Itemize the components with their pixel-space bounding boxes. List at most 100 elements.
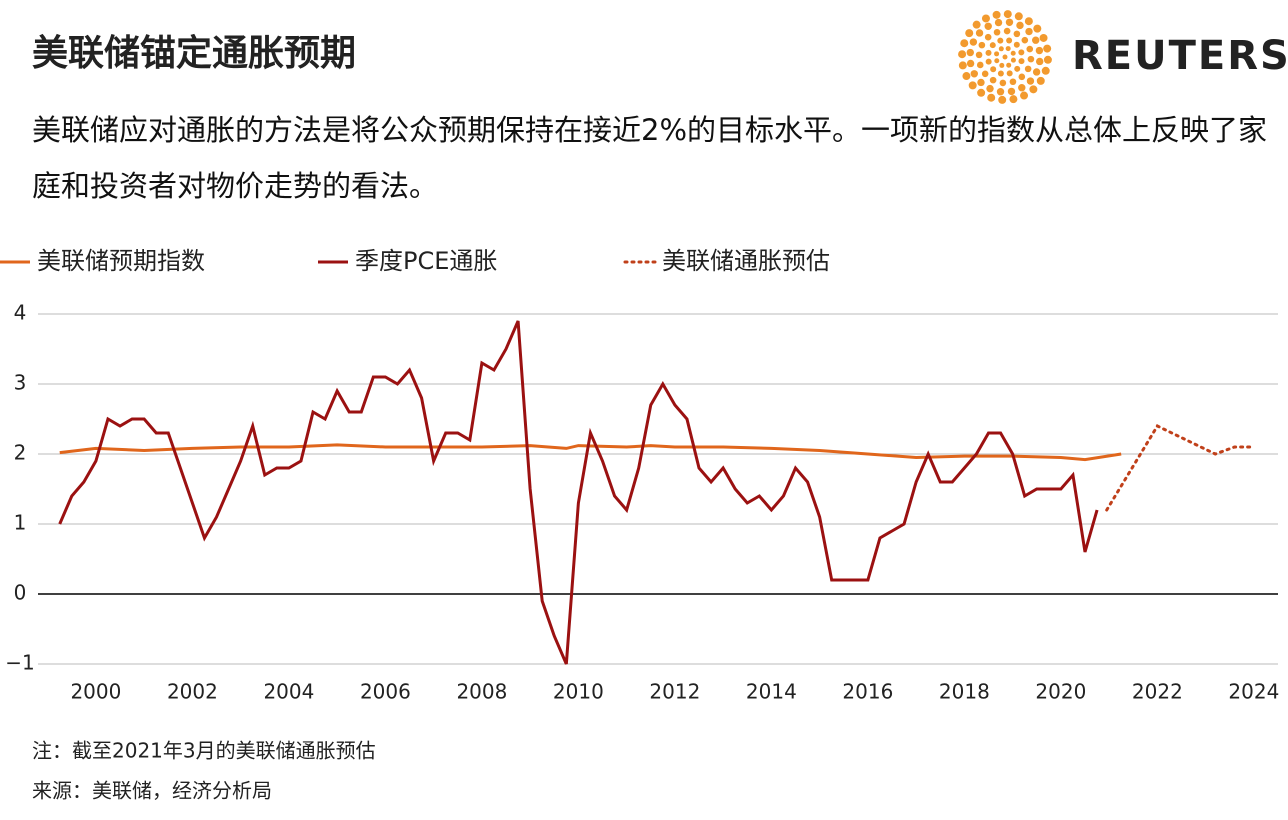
- x-tick-label: 2020: [1035, 680, 1086, 704]
- logo-dot: [975, 29, 984, 37]
- logo-dot: [1032, 36, 1040, 44]
- x-tick-label: 2024: [1228, 680, 1279, 704]
- logo-dot: [965, 29, 974, 38]
- logo-dot: [1006, 37, 1013, 44]
- logo-dot: [1013, 41, 1020, 48]
- logo-dot: [1032, 68, 1041, 76]
- logo-dot: [977, 88, 986, 97]
- logo-dot: [968, 81, 977, 90]
- logo-dot: [987, 93, 996, 102]
- source: 来源：美联储，经济分析局: [32, 779, 272, 803]
- series-line: [59, 443, 1122, 462]
- logo-dot: [1036, 76, 1045, 85]
- logo-dot: [986, 84, 994, 93]
- logo-dot: [1025, 27, 1033, 36]
- logo-dot: [997, 37, 1004, 44]
- logo-dot: [1002, 54, 1008, 60]
- logo-dot: [1026, 45, 1034, 53]
- logo-dot: [984, 22, 992, 30]
- logo-dot: [1033, 24, 1042, 33]
- logo-dot: [981, 14, 990, 23]
- logo-dot: [981, 70, 989, 78]
- logo-dot: [992, 10, 1001, 19]
- x-tick-label: 2022: [1132, 680, 1183, 704]
- logo-dot: [966, 59, 975, 68]
- logo-dot: [977, 78, 985, 87]
- legend-label: 美联储通胀预估: [662, 247, 830, 275]
- logo-dot: [1024, 65, 1032, 73]
- logo-dot: [994, 58, 1000, 64]
- logo-dot: [1003, 27, 1011, 35]
- x-tick-label: 2012: [649, 680, 700, 704]
- logo-dot: [1043, 55, 1052, 64]
- x-tick-label: 2018: [939, 680, 990, 704]
- logo-dot: [966, 48, 974, 57]
- logo-dot: [998, 46, 1004, 52]
- brand: REUTERS: [1072, 33, 1288, 79]
- logo-dot: [1035, 46, 1044, 55]
- series-line: [1105, 424, 1256, 512]
- logo-dot: [985, 49, 992, 56]
- logo-dot: [1016, 21, 1024, 30]
- logo-dot: [972, 20, 981, 29]
- x-tick-label: 2010: [553, 680, 604, 704]
- logo-dot: [1018, 58, 1025, 65]
- logo-dot: [1007, 87, 1016, 96]
- logo-dot: [1018, 84, 1026, 92]
- x-tick-label: 2006: [360, 680, 411, 704]
- logo-dot: [1026, 77, 1035, 85]
- logo-dot: [1018, 49, 1025, 56]
- logo-dot: [1006, 70, 1013, 77]
- x-tick-label: 2002: [167, 680, 218, 704]
- logo-dot: [1006, 62, 1012, 68]
- logo-dot: [996, 88, 1005, 96]
- logo-dot: [1029, 85, 1038, 94]
- logo-dot: [1013, 30, 1021, 38]
- chart-title: 美联储锚定通胀预期: [32, 33, 356, 74]
- x-tick-label: 2014: [746, 680, 797, 704]
- logo-dot: [970, 70, 978, 78]
- y-tick-label: −1: [5, 651, 34, 675]
- logo-dot: [975, 51, 983, 59]
- y-tick-label: 4: [14, 301, 27, 325]
- y-tick-label: 2: [14, 441, 27, 465]
- logo-dot: [989, 42, 996, 49]
- logo-dot: [1009, 95, 1018, 104]
- logo-dot: [1024, 17, 1033, 26]
- logo-dot: [1041, 66, 1050, 75]
- logo-dot: [985, 58, 992, 65]
- logo-dot: [989, 76, 997, 84]
- logo-dot: [997, 70, 1004, 77]
- legend-label: 季度PCE通胀: [355, 247, 497, 275]
- legend-label: 美联储预期指数: [37, 247, 205, 275]
- logo-dot: [978, 41, 986, 49]
- logo-dot: [994, 18, 1003, 27]
- logo-dot: [1021, 36, 1029, 44]
- logo-mark: [958, 10, 1052, 104]
- y-tick-label: 3: [14, 371, 27, 395]
- series-line: [58, 320, 1099, 665]
- logo-dot: [976, 61, 984, 69]
- logo-dot: [962, 72, 971, 81]
- logo-dot: [984, 33, 992, 41]
- logo-dot: [960, 39, 969, 48]
- logo-dot: [1014, 65, 1021, 72]
- logo-dot: [998, 95, 1007, 104]
- logo-dot: [1043, 44, 1052, 53]
- logo-dot: [969, 38, 978, 46]
- logo-dot: [999, 62, 1005, 68]
- logo-dot: [1018, 73, 1026, 81]
- logo-dot: [1014, 12, 1023, 21]
- x-tick-label: 2000: [70, 680, 121, 704]
- x-tick-label: 2016: [842, 680, 893, 704]
- y-tick-label: 0: [14, 581, 27, 605]
- logo-dot: [994, 51, 1000, 57]
- logo-dot: [1027, 55, 1035, 63]
- logo-dot: [990, 66, 997, 73]
- logo-dot: [1005, 46, 1011, 52]
- logo-dot: [958, 61, 967, 70]
- x-tick-label: 2008: [456, 680, 507, 704]
- logo-dot: [999, 79, 1007, 87]
